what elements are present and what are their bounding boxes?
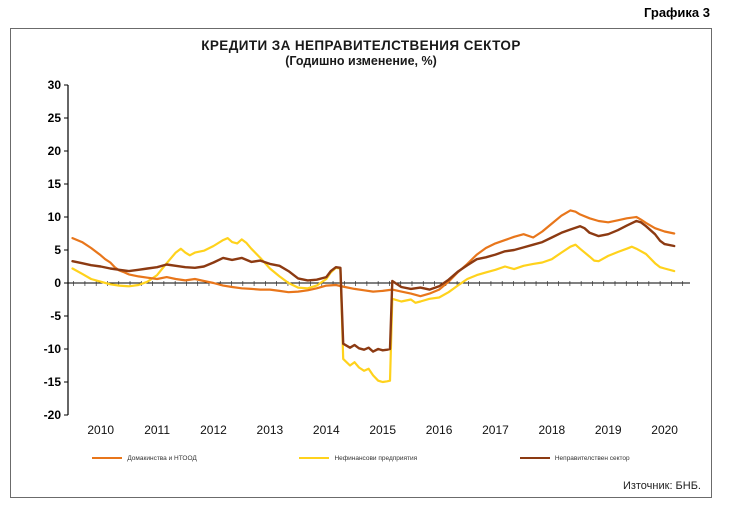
y-tick-label: 5 [54, 243, 61, 257]
y-tick-label: -15 [44, 375, 62, 389]
legend-label: Нефинансови предприятия [334, 454, 418, 462]
x-tick-label: 2013 [257, 423, 284, 437]
legend-item: Неправителствен сектор [519, 454, 630, 462]
x-tick-label: 2014 [313, 423, 340, 437]
y-tick-label: -20 [44, 408, 62, 422]
series-line [71, 219, 676, 353]
legend-swatch [299, 457, 330, 459]
figure-caption: Графика 3 [644, 5, 710, 20]
x-tick-label: 2017 [482, 423, 509, 437]
x-tick-label: 2016 [426, 423, 453, 437]
x-tick-label: 2011 [144, 423, 170, 437]
plot-area: 30 25 20 15 10 5 0 -5 -10 -15 -20 2010 2011 2012 2013 2… [16, 77, 706, 443]
legend-swatch [92, 457, 123, 459]
legend-item: Нефинансови предприятия [299, 455, 417, 462]
legend-label: Домакинства и НТООД [127, 454, 197, 462]
y-tick-label: 30 [48, 78, 62, 92]
y-tick-label: 15 [48, 177, 62, 191]
x-tick-label: 2010 [87, 423, 114, 437]
x-tick-label: 2018 [538, 423, 565, 437]
y-tick-label: 25 [48, 111, 62, 125]
chart-figure: КРЕДИТИ ЗА НЕПРАВИТЕЛСТВЕНИЯ СЕКТОР (Год… [10, 28, 712, 498]
y-tick-label: -5 [50, 309, 61, 323]
series-line [71, 209, 676, 298]
y-tick-label: 20 [48, 144, 62, 158]
source-note: Източник: БНБ. [622, 480, 701, 492]
x-tick-label: 2019 [595, 423, 622, 437]
legend-label: Неправителствен сектор [554, 454, 630, 462]
chart-title: КРЕДИТИ ЗА НЕПРАВИТЕЛСТВЕНИЯ СЕКТОР [201, 38, 521, 53]
legend-item: Домакинства и НТООД [92, 454, 197, 462]
y-tick-label: -10 [44, 342, 62, 356]
x-tick-label: 2012 [200, 423, 227, 437]
legend-swatch [519, 457, 550, 459]
series-line [71, 237, 676, 384]
chart-subtitle: (Годишно изменение, %) [285, 54, 437, 68]
y-tick-label: 0 [54, 276, 61, 290]
y-tick-label: 10 [48, 210, 62, 224]
x-tick-label: 2015 [369, 423, 396, 437]
x-tick-label: 2020 [651, 423, 678, 437]
legend: Домакинства и НТООД Нефинансови предприят… [41, 449, 681, 467]
